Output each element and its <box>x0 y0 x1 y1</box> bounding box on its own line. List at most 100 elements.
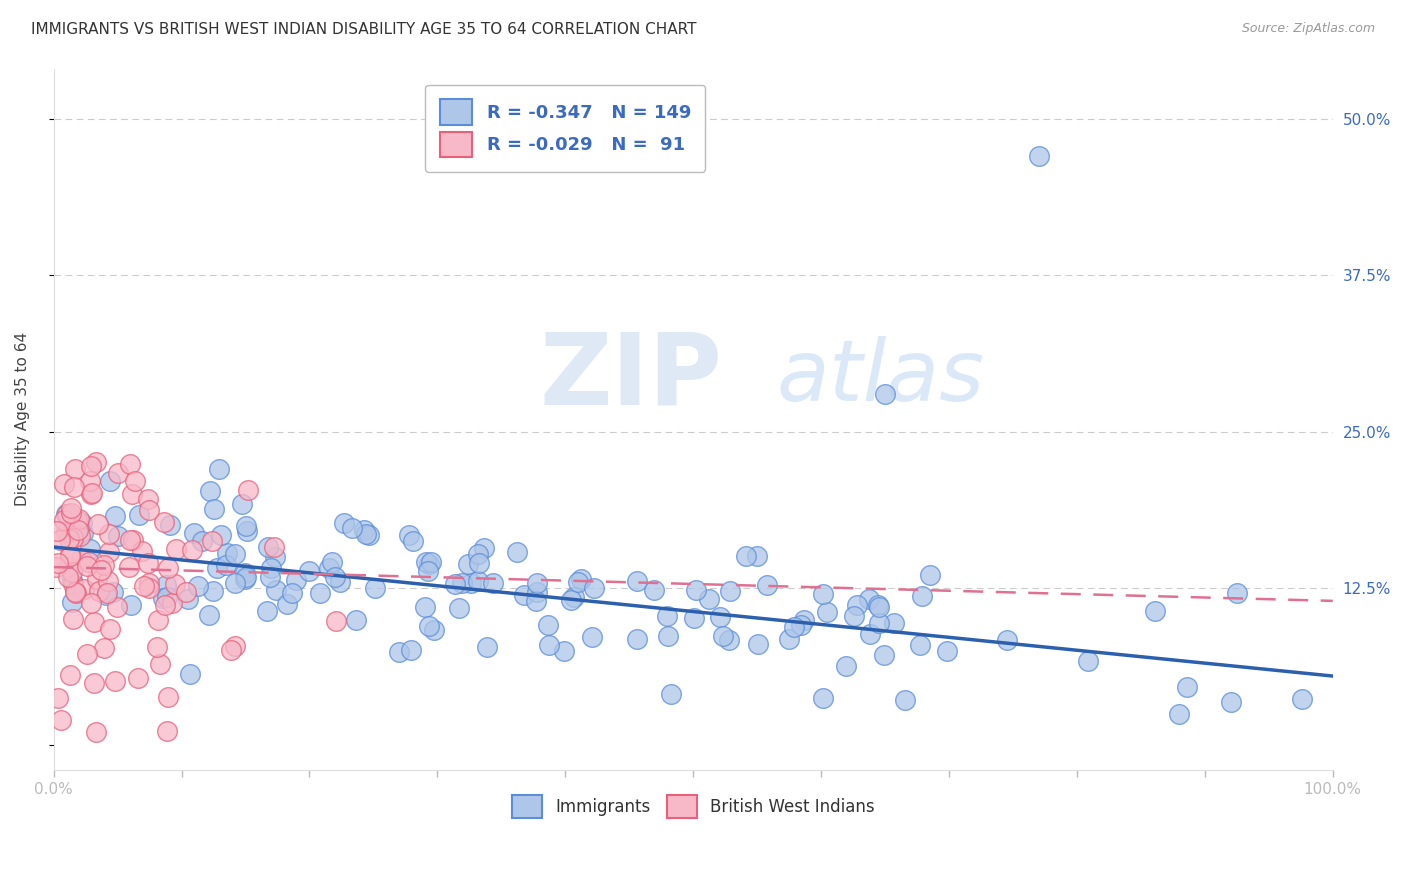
Point <box>344 613 367 627</box>
Point <box>866 598 889 612</box>
Point <box>413 600 436 615</box>
Point <box>148 657 170 671</box>
Point <box>124 474 146 488</box>
Point <box>423 623 446 637</box>
Point <box>209 528 232 542</box>
Point <box>179 666 201 681</box>
Point <box>657 608 679 623</box>
Y-axis label: Disability Age 35 to 64: Disability Age 35 to 64 <box>15 332 30 507</box>
Point <box>215 547 238 561</box>
Point <box>98 622 121 636</box>
Point <box>626 574 648 588</box>
Point <box>66 513 89 527</box>
Point <box>138 576 160 591</box>
Point <box>60 595 83 609</box>
Point <box>198 484 221 499</box>
Point <box>790 618 813 632</box>
Point <box>467 557 489 571</box>
Point <box>233 566 256 580</box>
Point <box>63 584 86 599</box>
Point <box>121 533 143 548</box>
Point <box>55 525 77 540</box>
Point <box>156 723 179 738</box>
Point <box>198 607 221 622</box>
Text: IMMIGRANTS VS BRITISH WEST INDIAN DISABILITY AGE 35 TO 64 CORRELATION CHART: IMMIGRANTS VS BRITISH WEST INDIAN DISABI… <box>31 22 696 37</box>
Point <box>562 590 585 604</box>
Point <box>908 638 931 652</box>
Point <box>450 575 472 590</box>
Point <box>420 555 443 569</box>
Point <box>883 616 905 631</box>
Point <box>138 503 160 517</box>
Point <box>83 615 105 629</box>
Point <box>59 547 82 561</box>
Point <box>60 573 83 587</box>
Point <box>63 585 86 599</box>
Point <box>93 641 115 656</box>
Point <box>121 487 143 501</box>
Point <box>793 613 815 627</box>
Point <box>93 558 115 573</box>
Point <box>235 518 257 533</box>
Point <box>107 466 129 480</box>
Point <box>236 524 259 539</box>
Point <box>97 574 120 588</box>
Point <box>1168 706 1191 721</box>
Point <box>79 474 101 488</box>
Point <box>155 590 177 604</box>
Point <box>643 582 665 597</box>
Point <box>398 528 420 542</box>
Point <box>835 658 858 673</box>
Point <box>155 578 177 592</box>
Point <box>936 644 959 658</box>
Point <box>734 549 756 563</box>
Point <box>62 612 84 626</box>
Point <box>402 533 425 548</box>
Point <box>747 636 769 650</box>
Point <box>46 524 69 538</box>
Point <box>911 589 934 603</box>
Point <box>60 565 83 579</box>
Point <box>87 584 110 599</box>
Point <box>467 574 489 589</box>
Point <box>148 613 170 627</box>
Point <box>104 508 127 523</box>
Point <box>418 619 440 633</box>
Point <box>215 558 238 573</box>
Point <box>191 533 214 548</box>
Point <box>868 616 890 631</box>
Point <box>718 584 741 599</box>
Point <box>58 532 80 546</box>
Point <box>259 570 281 584</box>
Point <box>98 474 121 488</box>
Point <box>657 629 679 643</box>
Point <box>285 573 308 587</box>
Point <box>560 593 582 607</box>
Point <box>136 556 159 570</box>
Point <box>868 599 890 614</box>
Point <box>181 543 204 558</box>
Point <box>104 674 127 689</box>
Point <box>318 561 340 575</box>
Point <box>920 567 942 582</box>
Point <box>98 527 121 541</box>
Point <box>298 564 321 578</box>
Point <box>709 610 731 624</box>
Point <box>782 620 804 634</box>
Point <box>84 455 107 469</box>
Point <box>329 574 352 589</box>
Point <box>53 513 76 527</box>
Point <box>69 529 91 543</box>
Point <box>146 640 169 654</box>
Point <box>581 630 603 644</box>
Point <box>524 594 547 608</box>
Point <box>79 487 101 501</box>
Point <box>55 508 77 522</box>
Point <box>127 671 149 685</box>
Point <box>537 618 560 632</box>
Point <box>73 582 96 596</box>
Point <box>136 491 159 506</box>
Point <box>160 596 183 610</box>
Point <box>512 588 534 602</box>
Point <box>443 576 465 591</box>
